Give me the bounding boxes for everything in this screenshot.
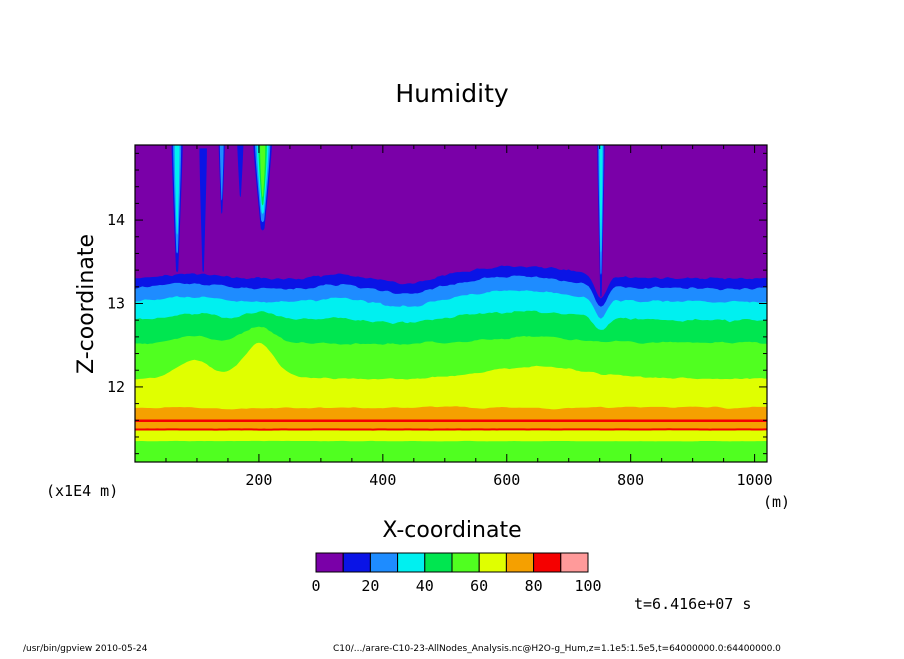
contour-field xyxy=(135,140,767,462)
x-tick-label-200: 200 xyxy=(245,471,272,489)
colorbar-swatch-70-80 xyxy=(506,553,533,572)
x-tick-label-400: 400 xyxy=(369,471,396,489)
y-tick-label-13: 13 xyxy=(107,295,125,313)
x-axis-label: X-coordinate xyxy=(382,518,521,543)
colorbar-label-40: 40 xyxy=(416,577,434,595)
footer-right: C10/.../arare-C10-23-AllNodes_Analysis.n… xyxy=(333,644,781,654)
y-tick-label-14: 14 xyxy=(107,211,125,229)
colorbar-swatch-60-70 xyxy=(479,553,506,572)
x-tick-label-600: 600 xyxy=(493,471,520,489)
colorbar-label-0: 0 xyxy=(311,577,320,595)
time-label: t=6.416e+07 s xyxy=(634,595,751,613)
chart-title: Humidity xyxy=(395,79,509,108)
y-axis-label: Z-coordinate xyxy=(74,234,99,374)
colorbar-label-80: 80 xyxy=(525,577,543,595)
colorbar-swatch-10-20 xyxy=(343,553,370,572)
colorbar-swatch-20-30 xyxy=(370,553,397,572)
x-tick-label-1000: 1000 xyxy=(737,471,773,489)
colorbar-swatch-0-10 xyxy=(316,553,343,572)
colorbar-label-60: 60 xyxy=(470,577,488,595)
y-tick-label-12: 12 xyxy=(107,378,125,396)
x-unit-label: (m) xyxy=(763,493,790,511)
plot-area: 200 400 600 800 1000 12 13 14 xyxy=(107,140,773,489)
x-tick-label-800: 800 xyxy=(617,471,644,489)
colorbar-label-20: 20 xyxy=(361,577,379,595)
colorbar-swatch-80-90 xyxy=(534,553,561,572)
colorbar-swatch-90-100 xyxy=(561,553,588,572)
colorbar-swatch-40-50 xyxy=(425,553,452,572)
colorbar-swatch-30-40 xyxy=(398,553,425,572)
colorbar-label-100: 100 xyxy=(574,577,601,595)
colorbar: 0 20 40 60 80 100 xyxy=(311,553,601,595)
y-scale-note: (x1E4 m) xyxy=(46,482,118,500)
footer-left: /usr/bin/gpview 2010-05-24 xyxy=(23,644,148,654)
colorbar-swatch-50-60 xyxy=(452,553,479,572)
